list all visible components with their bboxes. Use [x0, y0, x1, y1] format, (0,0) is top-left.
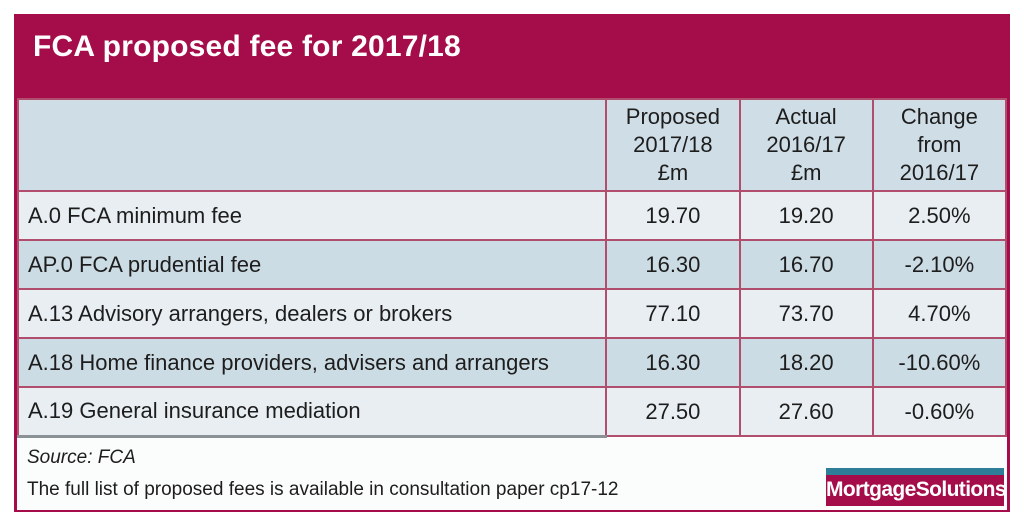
cell-change: -10.60%: [871, 337, 1008, 388]
row-label: A.13 Advisory arrangers, dealers or brok…: [16, 288, 608, 339]
table-row: A.18 Home finance providers, advisers an…: [16, 337, 1008, 388]
row-label: A.0 FCA minimum fee: [16, 190, 608, 241]
table-row: A.0 FCA minimum fee 19.70 19.20 2.50%: [16, 190, 1008, 241]
infographic-frame: FCA proposed fee for 2017/18 Proposed 20…: [14, 14, 1010, 512]
cell-change: -2.10%: [871, 239, 1008, 290]
cell-proposed: 27.50: [605, 386, 741, 437]
header-cell-actual: Actual 2016/17 £m: [738, 98, 874, 192]
footer: Source: FCA The full list of proposed fe…: [17, 437, 1007, 510]
table-header-row: Proposed 2017/18 £m Actual 2016/17 £m Ch…: [16, 98, 1008, 192]
header-cell-proposed: Proposed 2017/18 £m: [605, 98, 741, 192]
fee-table: Proposed 2017/18 £m Actual 2016/17 £m Ch…: [16, 98, 1008, 438]
logo-wordmark: MortgageSolutions: [826, 474, 1007, 506]
header-cell-empty: [16, 98, 608, 192]
mortgage-solutions-logo: MortgageSolutions: [826, 467, 1007, 506]
footnote-text: The full list of proposed fees is availa…: [27, 478, 619, 500]
cell-change: -0.60%: [871, 386, 1008, 437]
table-row: AP.0 FCA prudential fee 16.30 16.70 -2.1…: [16, 239, 1008, 290]
cell-actual: 18.20: [738, 337, 874, 388]
cell-actual: 16.70: [738, 239, 874, 290]
cell-change: 2.50%: [871, 190, 1008, 241]
cell-actual: 27.60: [738, 386, 874, 437]
cell-actual: 73.70: [738, 288, 874, 339]
cell-change: 4.70%: [871, 288, 1008, 339]
source-text: Source: FCA: [27, 446, 136, 468]
row-label: A.18 Home finance providers, advisers an…: [16, 337, 608, 388]
header-cell-change: Change from 2016/17: [871, 98, 1008, 192]
table-row: A.19 General insurance mediation 27.50 2…: [16, 386, 1008, 438]
page-title: FCA proposed fee for 2017/18: [17, 17, 1007, 98]
row-label: AP.0 FCA prudential fee: [16, 239, 608, 290]
cell-proposed: 16.30: [605, 239, 741, 290]
cell-proposed: 16.30: [605, 337, 741, 388]
row-label: A.19 General insurance mediation: [16, 386, 608, 438]
cell-proposed: 77.10: [605, 288, 741, 339]
logo-teal-bar: [826, 467, 1004, 475]
cell-actual: 19.20: [738, 190, 874, 241]
table-row: A.13 Advisory arrangers, dealers or brok…: [16, 288, 1008, 339]
cell-proposed: 19.70: [605, 190, 741, 241]
